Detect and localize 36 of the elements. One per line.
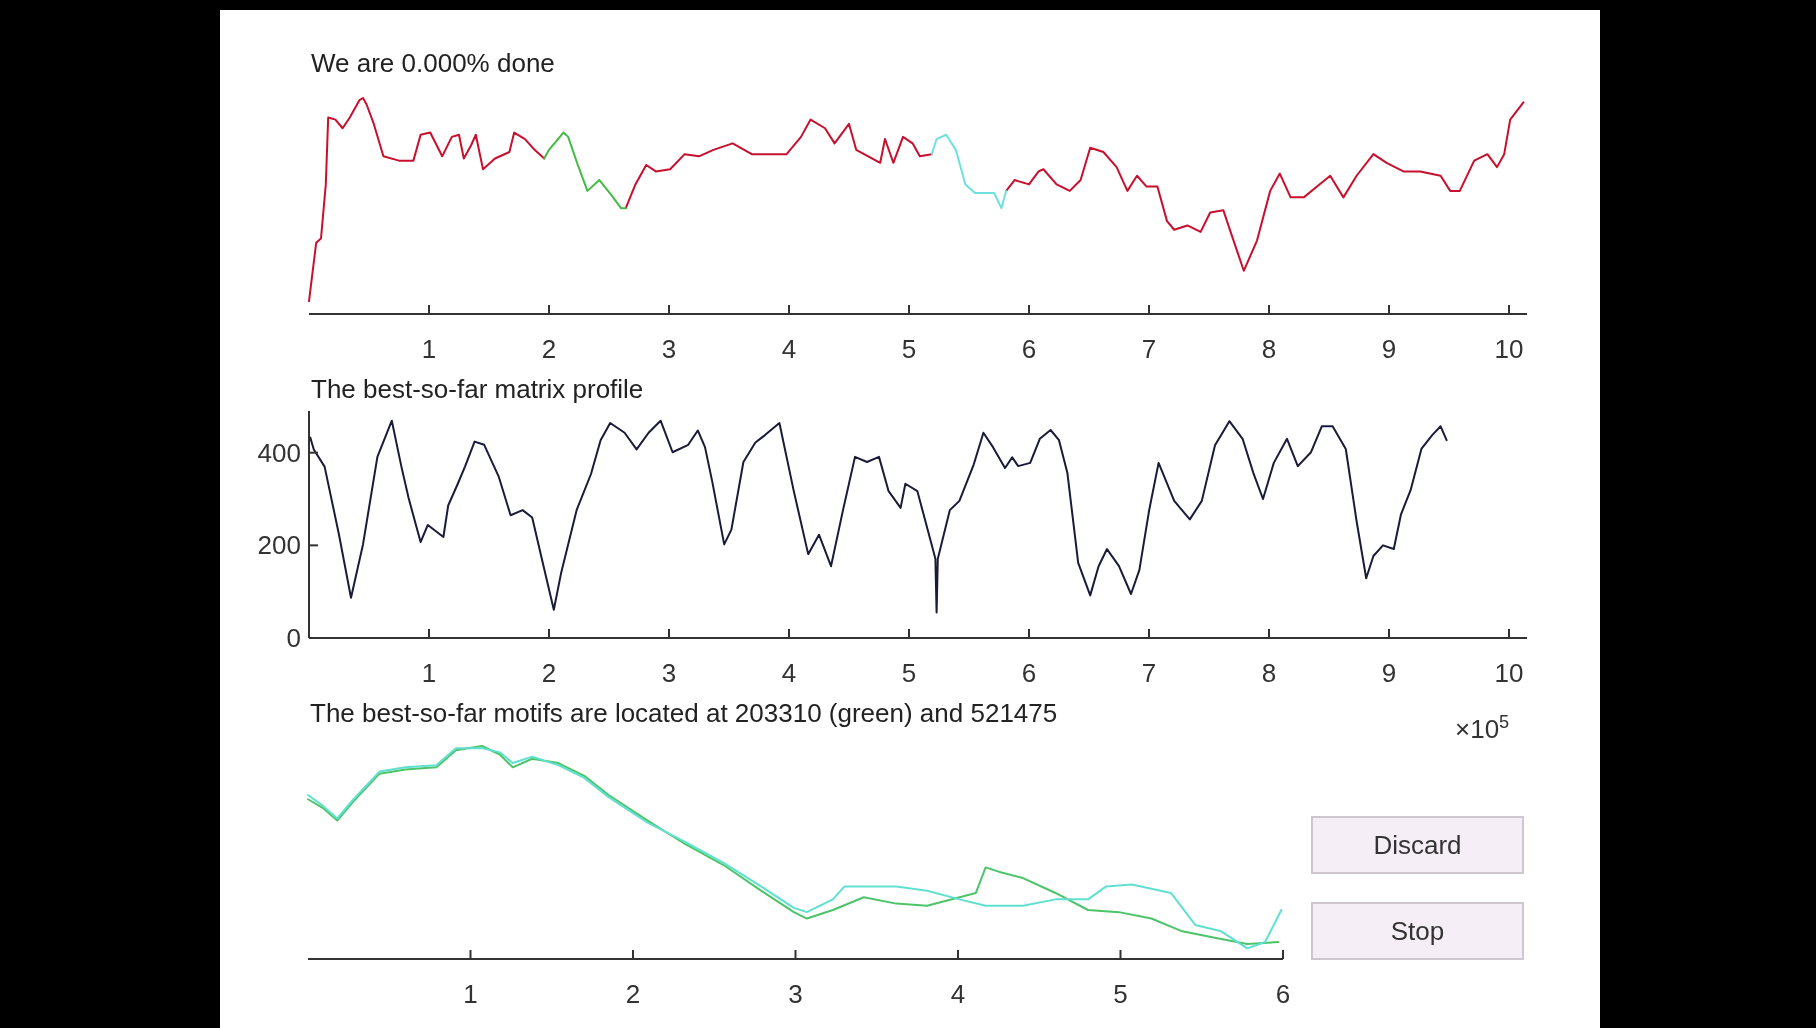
x-tick-label: 8 xyxy=(1261,658,1277,688)
x-tick-label: 7 xyxy=(1141,658,1157,688)
x-tick-label: 6 xyxy=(1021,658,1037,688)
x-tick-label: 2 xyxy=(541,334,557,364)
x-tick-label: 6 xyxy=(1021,334,1037,364)
x-tick-label: 5 xyxy=(1113,979,1128,1009)
x-tick-label: 3 xyxy=(788,979,803,1009)
x-tick-label: 10 xyxy=(1494,334,1524,364)
x-tick-label: 10 xyxy=(1494,658,1524,688)
button: Discard xyxy=(1311,816,1524,874)
x-tick-label: 4 xyxy=(781,658,797,688)
x-tick-label: 2 xyxy=(625,979,641,1009)
x-tick-label: 2 xyxy=(541,658,557,688)
text: ×10$^{5}$ xyxy=(1455,712,1510,744)
x-tick-label: 4 xyxy=(950,979,966,1009)
line-series xyxy=(309,419,1448,614)
x-tick-label: 8 xyxy=(1261,334,1277,364)
x-tick-label: 3 xyxy=(661,334,677,364)
y-tick-label: 400 xyxy=(257,437,301,468)
x-tick-label: 9 xyxy=(1381,658,1397,688)
x-tick-label: 1 xyxy=(463,979,478,1009)
chart-title: The best-so-far motifs are located at 203310 (green) and 521475 xyxy=(310,698,1058,728)
x-tick-label: 7 xyxy=(1141,334,1157,364)
chart-title: We are 0.000% done xyxy=(311,48,555,78)
chart-title: The best-so-far matrix profile xyxy=(311,374,644,404)
x-tick-label: 5 xyxy=(901,334,917,364)
x-tick-label: 9 xyxy=(1381,334,1397,364)
x-tick-label: 1 xyxy=(421,334,437,364)
x-tick-label: 6 xyxy=(1275,979,1291,1009)
x-tick-label: 5 xyxy=(901,658,917,688)
button: Stop xyxy=(1311,902,1524,960)
y-tick-label: 200 xyxy=(257,530,301,561)
x-tick-label: 3 xyxy=(661,658,677,688)
y-tick-label: 0 xyxy=(286,623,301,654)
x-tick-label: 4 xyxy=(781,334,797,364)
x-tick-label: 1 xyxy=(421,658,437,688)
